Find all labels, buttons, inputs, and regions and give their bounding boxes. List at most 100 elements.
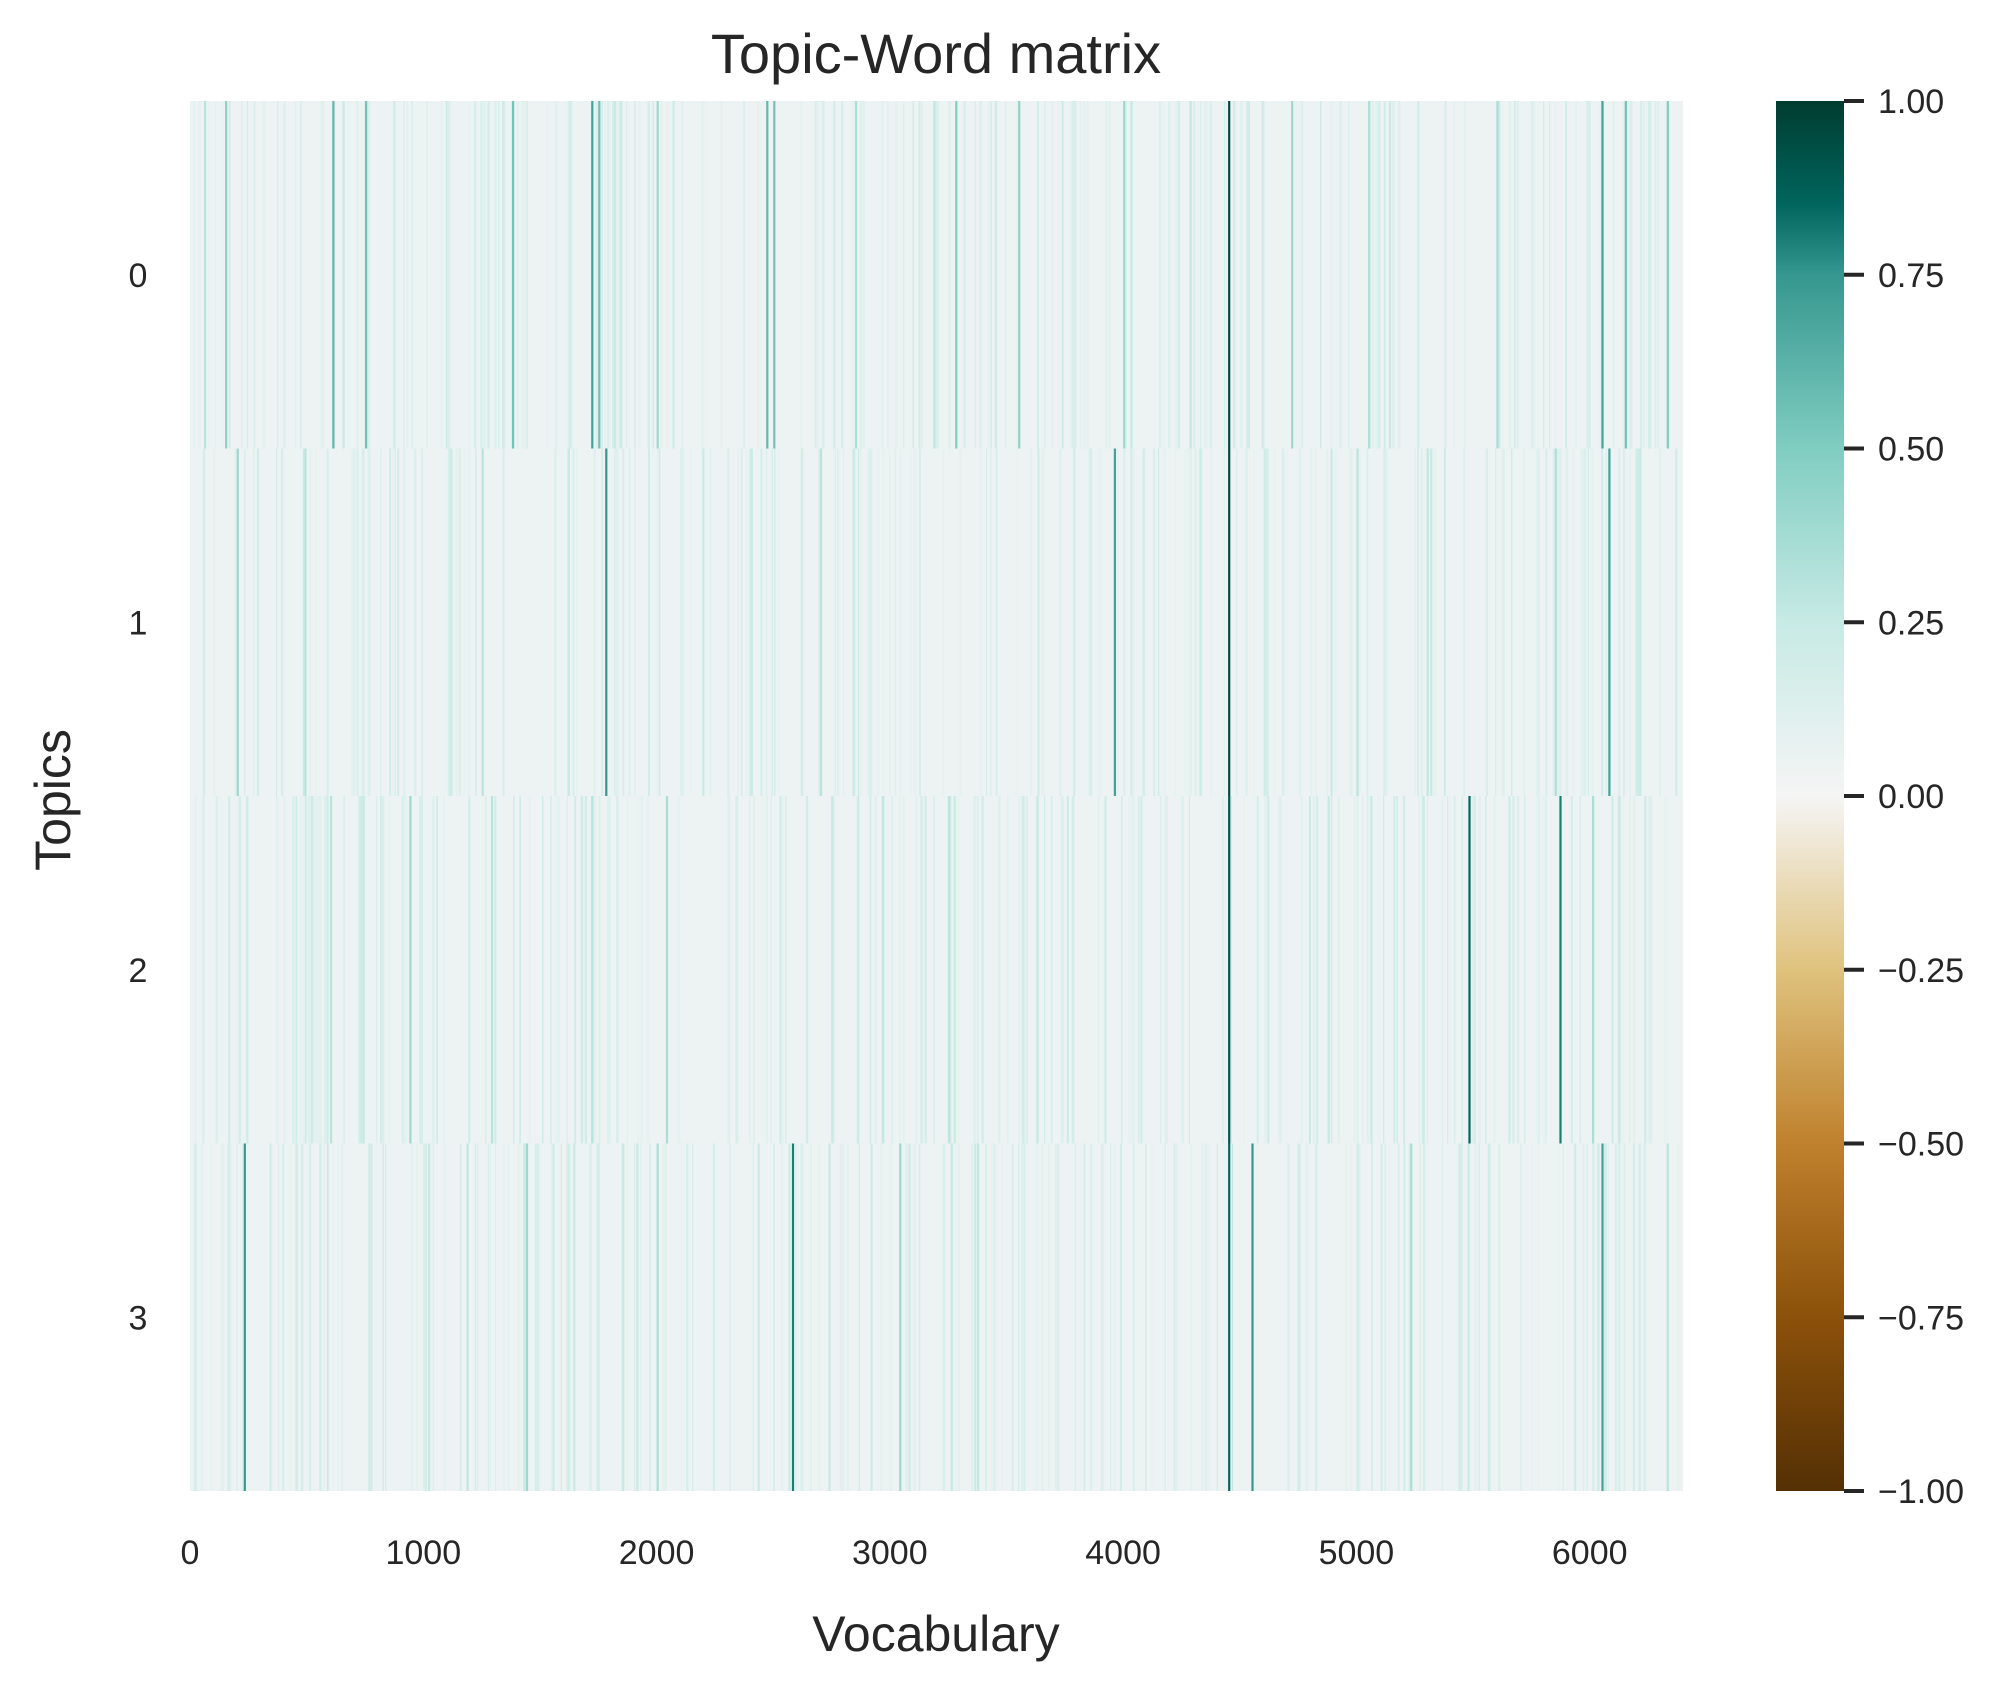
heatmap-cell [482,101,485,449]
heatmap-cell [356,448,359,796]
heatmap-cell [1266,796,1270,1144]
heatmap-cell [463,448,466,796]
heatmap-cell [1626,101,1629,449]
heatmap-cell [289,1143,292,1491]
heatmap-cell [570,101,573,449]
heatmap-cell [347,101,351,449]
heatmap-cell [308,1143,311,1491]
heatmap-cell [680,448,683,796]
heatmap-cell [1650,101,1652,449]
heatmap-cell [1640,448,1642,796]
heatmap-cell [662,1143,665,1491]
heatmap-cell [1421,448,1423,796]
heatmap-cell [795,1143,798,1491]
heatmap-cell [1173,1143,1176,1491]
heatmap-cell [1015,448,1018,796]
heatmap-cell [440,101,443,449]
heatmap-cell [1203,101,1206,449]
heatmap-cell [326,448,329,796]
heatmap-cell [761,448,763,796]
heatmap-cell [193,101,195,449]
heatmap-cell [737,448,740,796]
heatmap-cell [1074,1143,1077,1491]
heatmap-cell [1524,796,1526,1144]
heatmap-cell [241,1143,244,1491]
heatmap-cell [468,101,471,449]
heatmap-cell [672,101,675,449]
heatmap-cell [856,796,858,1144]
heatmap-cell [1023,796,1027,1144]
heatmap-cell [484,796,487,1144]
heatmap-cell [789,1143,791,1491]
x-tick-label: 0 [181,1534,200,1572]
heatmap-cell [913,448,916,796]
x-tick-label: 3000 [852,1534,928,1572]
heatmap-cell [566,1143,569,1491]
heatmap-cell [612,101,615,449]
heatmap-cell [566,1143,570,1491]
heatmap-peak [899,1143,902,1491]
heatmap-cell [1488,1143,1491,1491]
colorbar-tick-label: −1.00 [1878,1473,1964,1511]
heatmap-cell [1145,448,1148,796]
heatmap-cell [1223,448,1226,796]
heatmap-cell [1131,796,1135,1144]
heatmap-cell [315,796,317,1144]
heatmap-cell [1616,1143,1619,1491]
heatmap-cell [426,101,428,449]
heatmap-cell [915,448,918,796]
heatmap-cell [614,448,616,796]
heatmap-cell [300,101,302,449]
heatmap-cell [1397,1143,1400,1491]
heatmap-cell [720,101,723,449]
x-tick-label: 6000 [1552,1534,1628,1572]
heatmap-peak [591,101,594,449]
heatmap-cell [480,101,483,449]
heatmap-cell [1554,101,1556,449]
heatmap-cell [299,796,302,1144]
heatmap-cell [1478,1143,1480,1491]
heatmap-cell [403,448,406,796]
heatmap-cell [1444,101,1447,449]
heatmap-cell [1617,796,1620,1144]
heatmap-cell [1133,1143,1135,1491]
heatmap-cell [1231,1143,1233,1491]
heatmap-cell [1605,448,1608,796]
heatmap-cell [502,101,505,449]
heatmap-cell [1523,448,1525,796]
heatmap-cell [1125,101,1127,449]
heatmap-cell [1485,796,1487,1144]
heatmap-cell [936,101,939,449]
heatmap-cell [596,1143,598,1491]
heatmap-cell [477,1143,479,1491]
heatmap-cell [230,1143,232,1491]
heatmap-cell [1121,796,1123,1144]
heatmap-cell [1188,448,1190,796]
heatmap-cell [1659,448,1661,796]
heatmap-peak [656,101,659,449]
heatmap-cell [1132,448,1134,796]
heatmap-cell [681,101,684,449]
heatmap-cell [228,101,231,449]
heatmap-cell [869,448,873,796]
heatmap-cell [1675,448,1678,796]
heatmap-cell [1518,796,1520,1144]
heatmap-cell [308,796,310,1144]
heatmap-cell [770,796,772,1144]
heatmap-peak [225,101,228,449]
heatmap-cell [1473,796,1476,1144]
heatmap-cell [686,1143,689,1491]
heatmap-cell [403,101,405,449]
heatmap-cell [1520,1143,1522,1491]
heatmap-cell [805,796,809,1144]
heatmap-cell [1163,448,1166,796]
heatmap-cell [745,448,748,796]
heatmap-cell [473,1143,476,1491]
heatmap-cell [1383,448,1387,796]
heatmap-cell [1189,101,1191,449]
heatmap-cell [677,796,681,1144]
heatmap-cell [1198,448,1200,796]
heatmap-cell [626,1143,628,1491]
heatmap-peak [1228,1143,1231,1491]
heatmap-cell [487,1143,489,1491]
